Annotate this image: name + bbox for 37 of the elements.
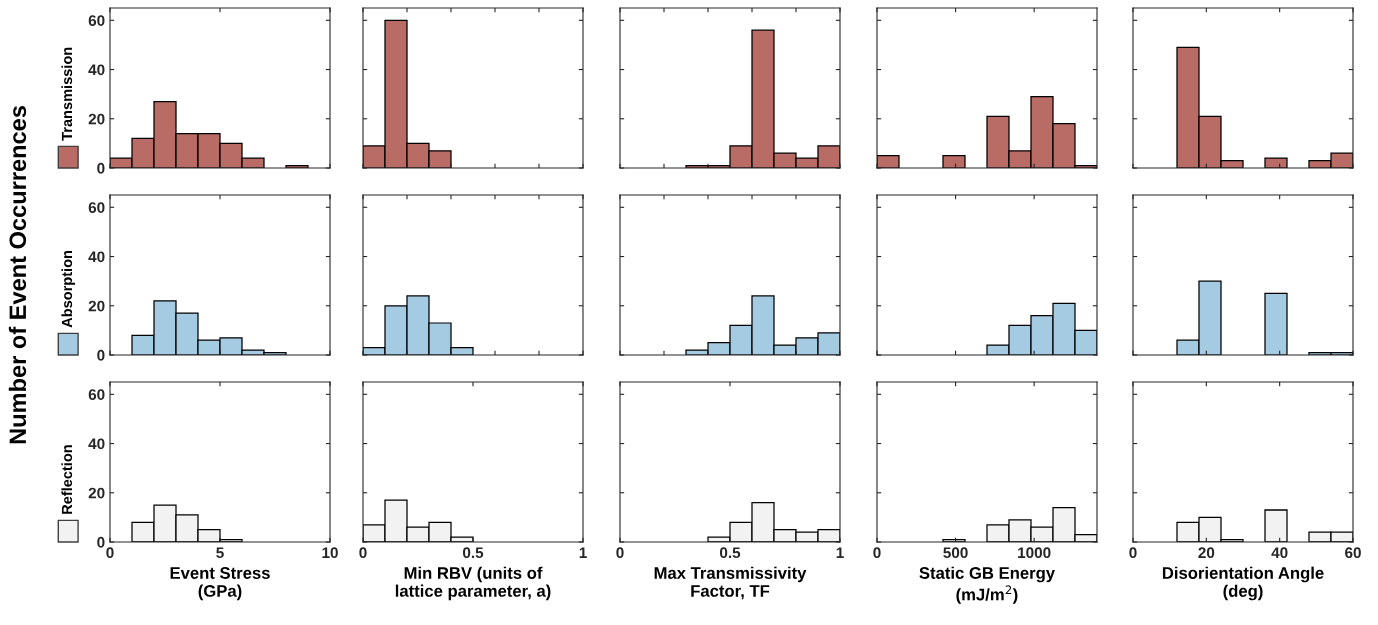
x-axis-title: Disorientation Angle (deg): [1162, 566, 1324, 601]
text: Reflection: [61, 445, 73, 514]
y-tick-label: 60: [88, 202, 105, 213]
x-tick-label: 0: [1129, 547, 1137, 559]
y-tick-label: 0: [97, 349, 105, 361]
text: Absorption: [61, 250, 75, 328]
x-axis-title: Event Stress (GPa): [170, 567, 270, 601]
y-tick-label: 60: [88, 389, 105, 400]
y-tick-label: 20: [88, 113, 105, 125]
x-tick-label: 0: [873, 547, 881, 559]
x-tick-label: 500: [943, 547, 968, 559]
y-tick-label: 0: [97, 162, 105, 174]
x-tick-label: 0: [616, 547, 624, 559]
x-tick-label: 40: [1271, 547, 1288, 559]
x-tick-label: 0.5: [462, 547, 484, 559]
x-tick-label: 1: [579, 547, 587, 558]
text: Transmission: [61, 47, 73, 141]
y-tick-label: 40: [88, 64, 105, 76]
y-tick-label: 60: [88, 15, 105, 26]
x-tick-label: 20: [1198, 547, 1215, 559]
y-axis-title: Number of Event Occurrences: [8, 106, 27, 444]
y-tick-label: 0: [97, 536, 105, 548]
y-tick-label: 40: [88, 251, 105, 263]
x-tick-label: 1000: [1018, 547, 1051, 559]
x-tick-label: 10: [322, 547, 338, 559]
y-tick-label: 40: [88, 438, 105, 450]
x-tick-label: 5: [216, 547, 224, 559]
x-axis-title: Static GB Energy (mJ/m$^{2}$): [919, 566, 1055, 604]
y-tick-label: 20: [88, 300, 105, 312]
x-axis-title: Min RBV (units of lattice parameter, a): [395, 566, 551, 601]
x-tick-label: 60: [1345, 547, 1361, 559]
x-tick-label: 1: [836, 547, 844, 558]
x-tick-label: 0: [359, 547, 367, 559]
x-tick-label: 0: [106, 547, 114, 559]
x-axis-title: Max Transmissivity Factor, TF: [654, 566, 807, 600]
x-tick-label: 0.5: [719, 547, 741, 559]
y-tick-label: 20: [88, 487, 105, 499]
